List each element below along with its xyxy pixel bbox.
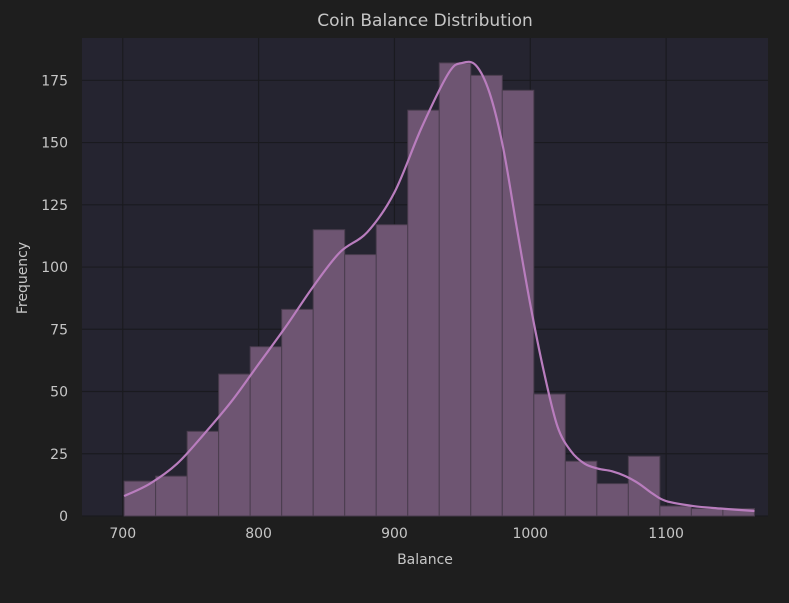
histogram-bar: [470, 74, 503, 517]
histogram-bar: [155, 475, 188, 517]
chart-title: Coin Balance Distribution: [317, 11, 533, 31]
histogram-bar: [344, 254, 377, 517]
x-tick-label: 700: [109, 526, 136, 542]
histogram-bar: [312, 229, 346, 517]
x-tick-label: 1000: [512, 526, 548, 542]
kde-curve: [123, 60, 755, 513]
histogram-bar: [407, 109, 440, 517]
y-tick-label: 50: [50, 385, 68, 401]
y-tick-label: 0: [59, 509, 68, 525]
histogram-bar: [281, 308, 314, 517]
y-tick-label: 75: [50, 322, 68, 338]
y-tick-label: 150: [41, 136, 68, 152]
histogram-bar: [218, 373, 251, 517]
histogram-bar: [123, 480, 157, 517]
x-axis-ticks: 700 800 900 1000 1100: [109, 526, 684, 542]
histogram-bar: [690, 508, 724, 517]
y-tick-label: 125: [41, 198, 68, 214]
histogram-bar: [375, 224, 409, 517]
x-axis-label: Balance: [397, 552, 453, 568]
histogram-bar: [659, 505, 692, 517]
x-tick-label: 800: [245, 526, 272, 542]
x-tick-label: 900: [381, 526, 408, 542]
histogram-bars: [123, 62, 755, 517]
histogram-bar: [722, 508, 755, 517]
y-tick-label: 100: [41, 260, 68, 276]
histogram-bar: [249, 346, 283, 517]
x-tick-label: 1100: [648, 526, 684, 542]
y-axis-ticks: 0 25 50 75 100 125 150 175: [41, 73, 68, 525]
histogram-bar: [564, 460, 598, 517]
histogram-bar: [533, 393, 566, 517]
histogram-bar: [186, 430, 220, 517]
y-tick-label: 175: [41, 73, 68, 89]
y-tick-label: 25: [50, 447, 68, 463]
histogram-bar: [438, 62, 472, 517]
y-axis-label: Frequency: [15, 242, 31, 314]
histogram-bar: [501, 89, 535, 517]
histogram-bar: [596, 483, 629, 517]
